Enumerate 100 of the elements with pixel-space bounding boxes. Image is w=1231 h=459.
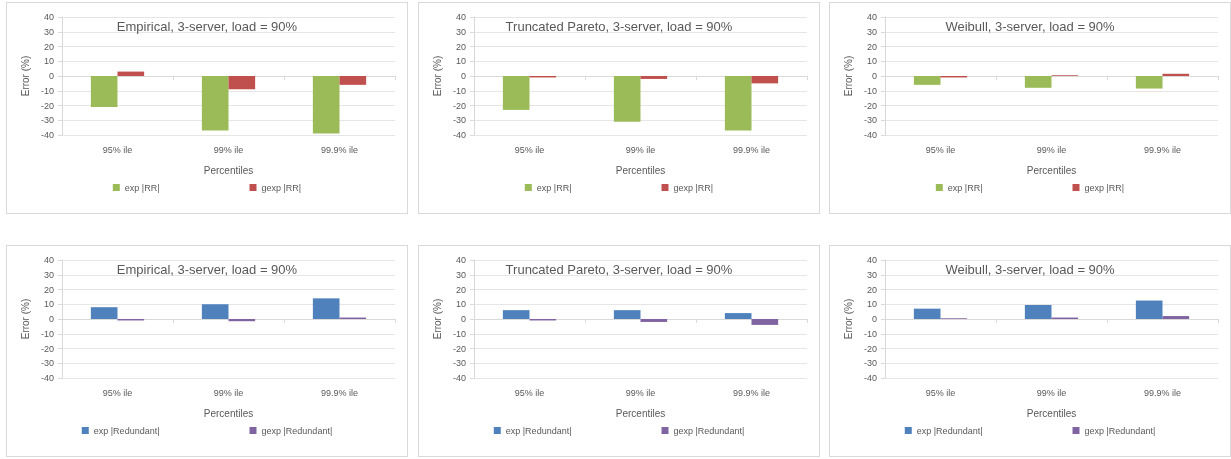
y-axis-title: Error (%) <box>431 55 443 97</box>
x-tick-label: 99% ile <box>1036 387 1067 398</box>
y-tick-label: -40 <box>863 130 877 140</box>
bar <box>724 313 752 319</box>
x-tick-label: 95% ile <box>102 144 133 155</box>
bar <box>201 304 229 319</box>
y-tick-label: 10 <box>866 299 877 310</box>
x-tick-label: 95% ile <box>925 144 956 155</box>
x-tick-label: 99.9% ile <box>732 387 771 398</box>
bar <box>1024 304 1052 319</box>
legend-label: gexp |Redundant| <box>261 425 333 436</box>
y-tick-label: 20 <box>866 284 877 295</box>
legend-label: gexp |RR| <box>1084 182 1125 193</box>
x-tick-label: 95% ile <box>514 144 545 155</box>
y-tick-label: 0 <box>48 314 54 324</box>
y-tick-label: 20 <box>455 41 466 52</box>
y-tick-label: -20 <box>40 343 54 354</box>
bar <box>640 319 668 322</box>
legend-label: exp |Redundant| <box>916 425 983 436</box>
y-tick-label: 0 <box>48 71 54 81</box>
y-tick-label: -30 <box>863 115 877 126</box>
x-tick-label: 95% ile <box>514 387 545 398</box>
chart-title: Weibull, 3-server, load = 90% <box>945 19 1116 34</box>
legend-label: gexp |Redundant| <box>673 425 745 436</box>
y-tick-label: -20 <box>452 100 466 111</box>
chart-title: Weibull, 3-server, load = 90% <box>945 262 1116 277</box>
legend-label: exp |Redundant| <box>93 425 160 436</box>
x-axis-title: Percentiles <box>615 407 666 419</box>
y-tick-label: -20 <box>863 343 877 354</box>
legend-label: exp |RR| <box>536 182 572 193</box>
y-tick-label: 0 <box>460 314 466 324</box>
x-tick-label: 99.9% ile <box>320 144 359 155</box>
legend-label: exp |RR| <box>124 182 160 193</box>
y-tick-label: 40 <box>455 255 466 265</box>
bar <box>312 298 340 319</box>
y-tick-label: 30 <box>43 26 54 37</box>
y-tick-label: 10 <box>455 56 466 67</box>
y-tick-label: -10 <box>40 328 54 339</box>
y-tick-label: 30 <box>455 269 466 280</box>
x-tick-label: 99% ile <box>1036 144 1067 155</box>
y-tick-label: -40 <box>863 373 877 383</box>
y-tick-label: -10 <box>452 85 466 96</box>
y-axis-title: Error (%) <box>431 298 443 340</box>
y-tick-label: -20 <box>452 343 466 354</box>
y-tick-label: -10 <box>863 85 877 96</box>
bar <box>751 319 779 325</box>
y-tick-label: 20 <box>43 284 54 295</box>
y-tick-label: -30 <box>40 115 54 126</box>
y-tick-label: 10 <box>866 56 877 67</box>
chart-title: Truncated Pareto, 3-server, load = 90% <box>505 262 733 277</box>
y-tick-label: -20 <box>40 100 54 111</box>
y-tick-label: 30 <box>43 269 54 280</box>
x-axis-title: Percentiles <box>615 164 666 176</box>
y-tick-label: -40 <box>40 373 54 383</box>
x-tick-label: 99.9% ile <box>320 387 359 398</box>
y-tick-label: -30 <box>863 358 877 369</box>
bar <box>1162 316 1190 319</box>
y-tick-label: 40 <box>866 12 877 22</box>
bar <box>90 307 118 319</box>
y-tick-label: -30 <box>452 115 466 126</box>
legend-label: gexp |RR| <box>261 182 302 193</box>
y-tick-label: 0 <box>871 314 877 324</box>
chart-title: Empirical, 3-server, load = 90% <box>116 19 298 34</box>
y-tick-label: 20 <box>866 41 877 52</box>
y-tick-label: -40 <box>452 130 466 140</box>
y-tick-label: -30 <box>40 358 54 369</box>
x-tick-label: 99% ile <box>625 144 656 155</box>
y-tick-label: -10 <box>452 328 466 339</box>
legend-label: exp |Redundant| <box>505 425 572 436</box>
y-tick-label: 10 <box>43 299 54 310</box>
y-axis-title: Error (%) <box>842 298 854 340</box>
y-tick-label: -20 <box>863 100 877 111</box>
x-tick-label: 99% ile <box>213 387 244 398</box>
x-axis-title: Percentiles <box>203 407 254 419</box>
chart-title: Empirical, 3-server, load = 90% <box>116 262 298 277</box>
bar <box>1135 300 1163 319</box>
x-tick-label: 99.9% ile <box>1143 387 1182 398</box>
y-tick-label: 20 <box>43 41 54 52</box>
x-axis-title: Percentiles <box>1026 407 1077 419</box>
legend-label: gexp |RR| <box>673 182 714 193</box>
x-tick-label: 99% ile <box>213 144 244 155</box>
legend-label: gexp |Redundant| <box>1084 425 1156 436</box>
y-tick-label: 40 <box>43 255 54 265</box>
y-tick-label: 10 <box>43 56 54 67</box>
y-tick-label: 40 <box>43 12 54 22</box>
y-tick-label: 0 <box>871 71 877 81</box>
x-tick-label: 99.9% ile <box>1143 144 1182 155</box>
y-axis-title: Error (%) <box>19 55 31 97</box>
bar <box>613 310 641 319</box>
legend-label: exp |RR| <box>947 182 983 193</box>
bar <box>913 308 941 319</box>
y-tick-label: 40 <box>866 255 877 265</box>
y-tick-label: -40 <box>40 130 54 140</box>
y-tick-label: -30 <box>452 358 466 369</box>
y-tick-label: 20 <box>455 284 466 295</box>
y-axis-title: Error (%) <box>842 55 854 97</box>
y-tick-label: 0 <box>460 71 466 81</box>
y-tick-label: -10 <box>40 85 54 96</box>
x-tick-label: 99.9% ile <box>732 144 771 155</box>
bar <box>502 310 530 319</box>
